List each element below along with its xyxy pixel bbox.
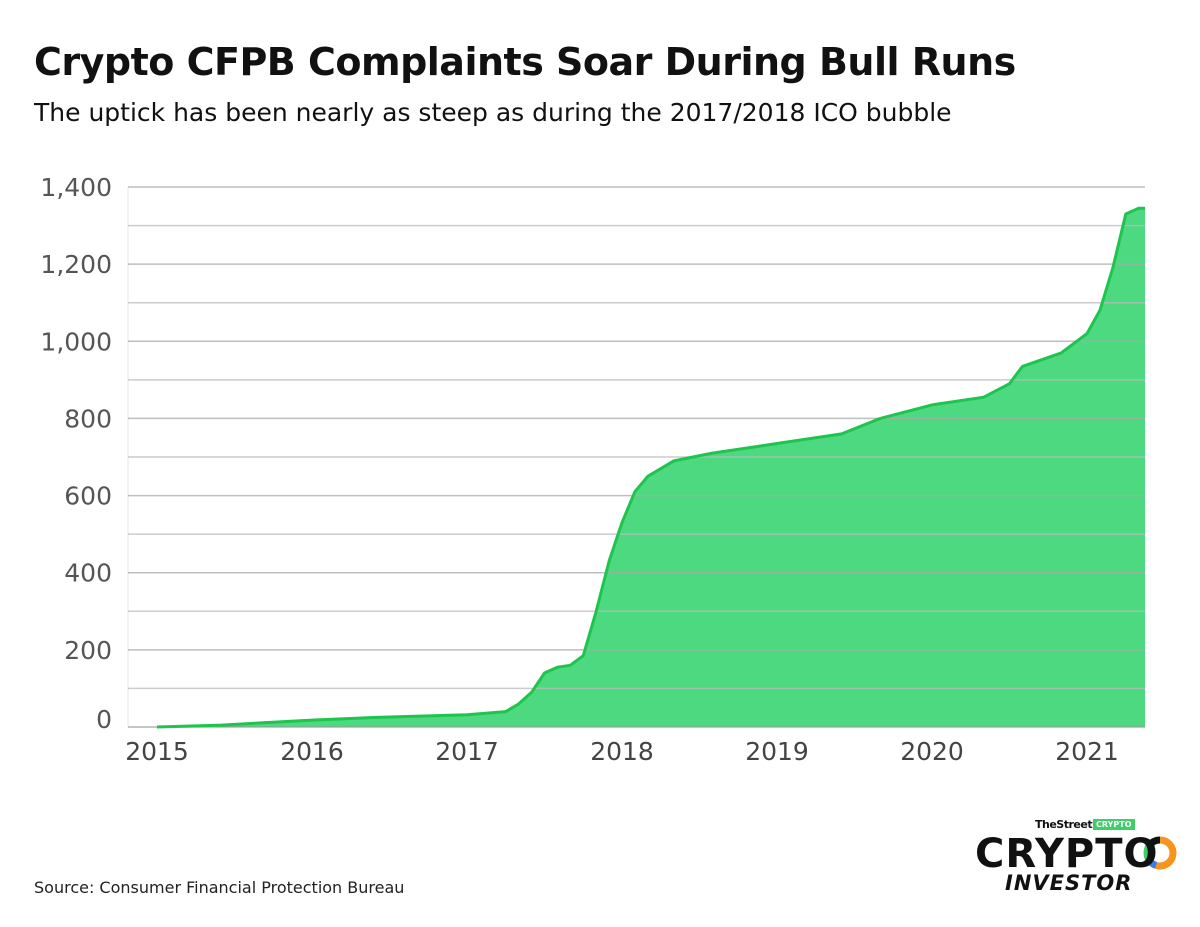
- chart-title: Crypto CFPB Complaints Soar During Bull …: [34, 40, 1016, 84]
- area-fill: [157, 208, 1145, 727]
- y-tick-label: 1,200: [40, 250, 112, 279]
- y-tick-label: 400: [64, 559, 112, 588]
- logo-ring-segment: [1146, 836, 1161, 848]
- y-tick-label: 600: [64, 482, 112, 511]
- x-tick-label: 2018: [590, 737, 654, 766]
- y-tick-label: 1,000: [40, 327, 112, 356]
- crypto-investor-logo: TheStreet CRYPTO CRYPTO INVESTOR: [975, 815, 1185, 900]
- logo-ring-segment: [1148, 859, 1158, 869]
- source-note: Source: Consumer Financial Protection Bu…: [34, 878, 405, 897]
- x-tick-label: 2017: [435, 737, 499, 766]
- y-tick-label: 1,400: [40, 173, 112, 202]
- x-tick-label: 2021: [1055, 737, 1119, 766]
- logo-ring-segment: [1143, 843, 1154, 865]
- logo-badge: CRYPTO: [1093, 819, 1135, 830]
- y-tick-label: 200: [64, 636, 112, 665]
- x-tick-label: 2020: [900, 737, 964, 766]
- logo-ring-segment: [1155, 836, 1177, 870]
- logo-investor: INVESTOR: [1005, 871, 1133, 895]
- logo-crypto: CRYPTO: [975, 831, 1159, 877]
- logo-thestreet: TheStreet: [1035, 818, 1093, 831]
- chart-subtitle: The uptick has been nearly as steep as d…: [34, 98, 952, 127]
- x-tick-label: 2019: [745, 737, 809, 766]
- y-tick-label: 800: [64, 404, 112, 433]
- x-tick-label: 2016: [280, 737, 344, 766]
- x-tick-label: 2015: [125, 737, 189, 766]
- y-tick-label: 0: [96, 705, 112, 734]
